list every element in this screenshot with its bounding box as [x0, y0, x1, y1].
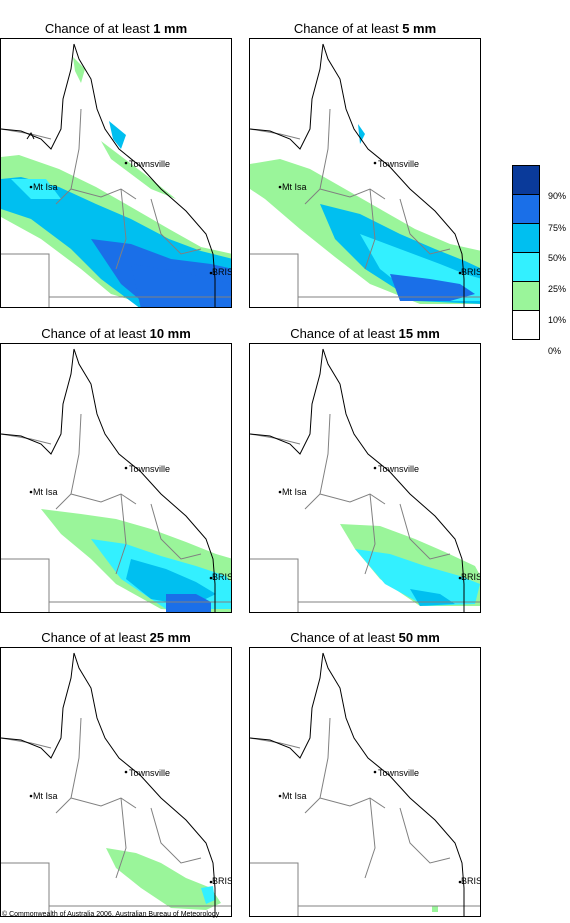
town-brisbane: BRIS — [461, 876, 481, 886]
map-10mm: Townsville Mt Isa BRIS — [0, 343, 232, 613]
town-mt-isa: Mt Isa — [33, 791, 58, 801]
panel-title-1mm: Chance of at least 1 mm — [44, 21, 188, 36]
map-15mm: Townsville Mt Isa BRIS — [249, 343, 481, 613]
map-25mm: Townsville Mt Isa BRIS — [0, 647, 232, 917]
town-brisbane: BRIS — [461, 572, 481, 582]
town-mt-isa: Mt Isa — [282, 182, 307, 192]
legend-label-50: 50% — [548, 253, 567, 263]
town-mt-isa: Mt Isa — [33, 487, 58, 497]
town-townsville: Townsville — [378, 768, 420, 778]
map-15mm-graphic — [250, 348, 480, 612]
map-1mm: Townsville Mt Isa BRIS — [0, 38, 232, 308]
legend-swatch-0-10 — [512, 310, 540, 340]
town-brisbane: BRIS — [461, 267, 481, 277]
town-townsville: Townsville — [129, 464, 171, 474]
map-5mm-graphic — [250, 43, 480, 307]
town-brisbane: BRIS — [212, 267, 232, 277]
map-50mm-graphic — [250, 652, 480, 916]
legend-label-0: 0% — [548, 346, 562, 356]
town-townsville: Townsville — [378, 464, 420, 474]
panel-title-25mm: Chance of at least 25 mm — [41, 630, 191, 645]
legend-swatch-75-90 — [512, 194, 540, 224]
coastline — [250, 652, 465, 916]
legend-label-10: 10% — [548, 315, 567, 325]
copyright-notice: © Commonwealth of Australia 2006, Austra… — [2, 911, 220, 918]
probability-shading — [340, 524, 480, 606]
coastline — [250, 43, 465, 307]
legend-swatch-10-25 — [512, 281, 540, 311]
probability-shading — [106, 848, 221, 910]
panel-title-5mm: Chance of at least 5 mm — [293, 21, 437, 36]
town-brisbane: BRIS — [212, 876, 232, 886]
legend-label-25: 25% — [548, 284, 567, 294]
map-5mm: Townsville Mt Isa BRIS — [249, 38, 481, 308]
coastline — [1, 348, 216, 612]
map-1mm-graphic — [1, 43, 231, 307]
town-townsville: Townsville — [129, 159, 171, 169]
probability-shading — [1, 57, 231, 307]
panel-title-15mm: Chance of at least 15 mm — [290, 326, 440, 341]
town-mt-isa: Mt Isa — [282, 791, 307, 801]
probability-shading — [41, 509, 231, 612]
coastline — [1, 652, 216, 916]
town-mt-isa: Mt Isa — [33, 182, 58, 192]
probability-shading — [250, 124, 480, 304]
map-10mm-graphic — [1, 348, 231, 612]
borders — [1, 717, 231, 916]
probability-shading — [432, 906, 438, 912]
legend-label-90: 90% — [548, 191, 567, 201]
town-townsville: Townsville — [378, 159, 420, 169]
panel-title-10mm: Chance of at least 10 mm — [41, 326, 191, 341]
borders — [250, 108, 480, 307]
borders — [1, 108, 231, 307]
town-townsville: Townsville — [129, 768, 171, 778]
coastline — [1, 43, 216, 307]
borders — [250, 717, 480, 916]
borders — [1, 413, 231, 612]
legend-swatch-90-100 — [512, 165, 540, 195]
town-brisbane: BRIS — [212, 572, 232, 582]
map-50mm: Townsville Mt Isa BRIS — [249, 647, 481, 917]
town-mt-isa: Mt Isa — [282, 487, 307, 497]
legend-label-75: 75% — [548, 223, 567, 233]
borders — [250, 413, 480, 612]
map-25mm-graphic — [1, 652, 231, 916]
legend-swatch-50-75 — [512, 223, 540, 253]
probability-legend: 90% 75% 50% 25% 10% 0% — [512, 165, 566, 356]
coastline — [250, 348, 465, 612]
panel-title-50mm: Chance of at least 50 mm — [290, 630, 440, 645]
legend-swatch-25-50 — [512, 252, 540, 282]
